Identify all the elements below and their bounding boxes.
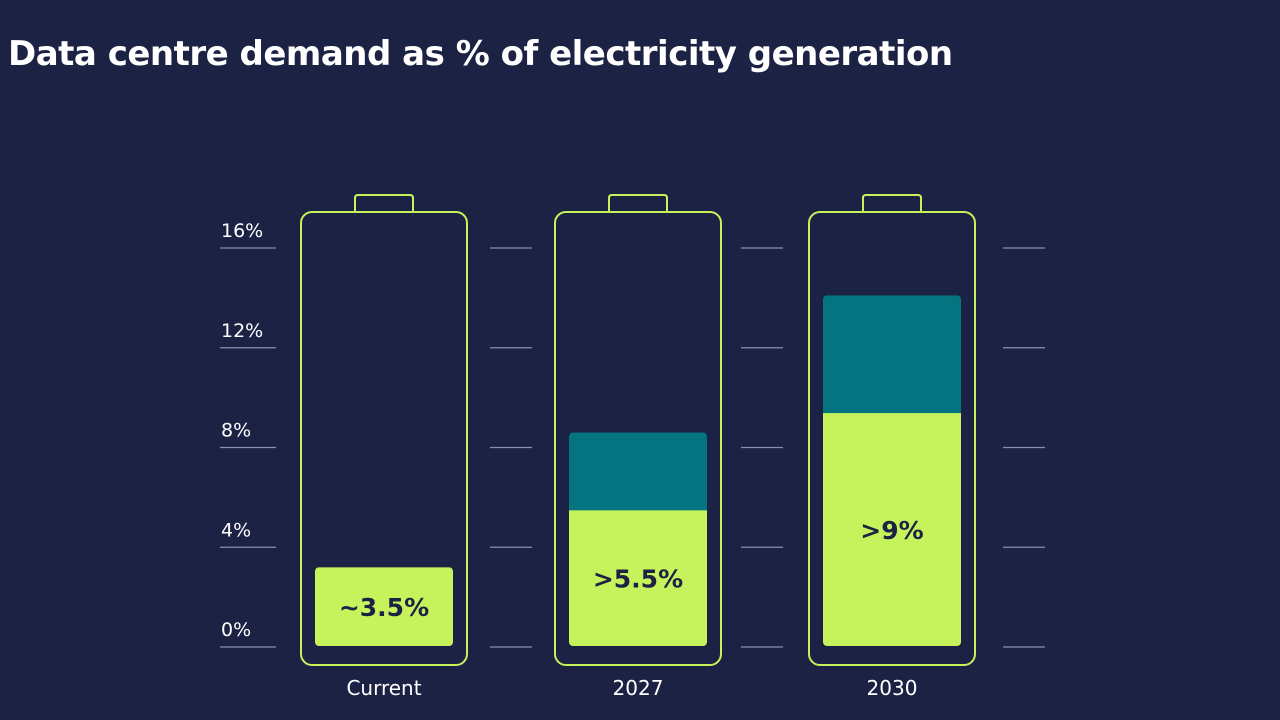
battery-outline (554, 211, 722, 666)
battery-outline (808, 211, 976, 666)
battery-cap (354, 194, 414, 212)
category-label: Current (346, 676, 421, 700)
battery-cap (862, 194, 922, 212)
bar-segment-demand-upper-range (569, 432, 707, 511)
y-tick-label: 12% (221, 320, 263, 342)
battery-2030: >9% 2030 (808, 194, 976, 700)
data-label: >5.5% (593, 564, 683, 593)
bar-segment-demand-upper-range (823, 295, 961, 414)
category-label: 2030 (867, 676, 918, 700)
battery-2027: >5.5% 2027 (554, 194, 722, 700)
battery-current: ~3.5% Current (300, 194, 468, 700)
bar-segment-demand-lower-bound (823, 412, 961, 646)
y-tick-label: 16% (221, 220, 263, 242)
bar-segment-demand-lower-bound (315, 567, 453, 647)
category-label: 2027 (613, 676, 664, 700)
y-tick-label: 8% (221, 420, 251, 442)
bar-segment-demand-lower-bound (569, 509, 707, 646)
y-tick-label: 0% (221, 619, 251, 641)
battery-cap (608, 194, 668, 212)
y-tick-label: 4% (221, 519, 251, 541)
chart-title: Data centre demand as % of electricity g… (8, 34, 953, 74)
battery-outline (300, 211, 468, 666)
data-label: >9% (860, 516, 923, 545)
data-label: ~3.5% (339, 593, 429, 622)
